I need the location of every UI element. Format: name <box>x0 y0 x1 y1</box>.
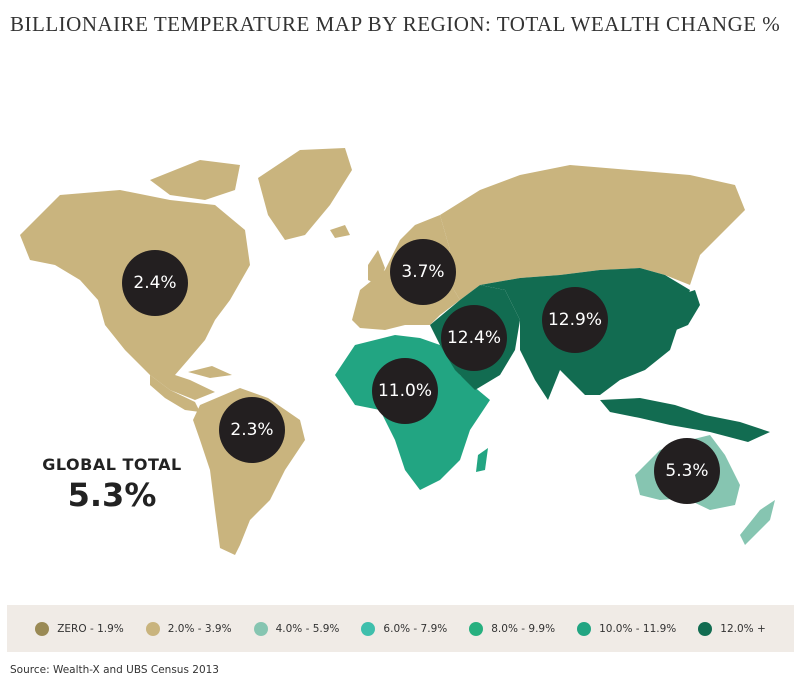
region-value-asia: 12.9% <box>548 310 602 330</box>
legend-label: 12.0% + <box>720 622 766 635</box>
japan-shape <box>672 290 700 330</box>
legend-item: ZERO - 1.9% <box>35 621 124 636</box>
region-value-pacific: 5.3% <box>665 461 708 481</box>
legend-swatch <box>361 621 376 636</box>
legend-swatch <box>469 621 484 636</box>
legend-item: 6.0% - 7.9% <box>361 621 448 636</box>
legend-swatch <box>577 621 592 636</box>
northern-asia-shape <box>440 165 745 300</box>
region-value-north-america: 2.4% <box>133 273 176 293</box>
legend-swatch <box>35 621 50 636</box>
legend-item: 8.0% - 9.9% <box>469 621 556 636</box>
region-bubble-pacific: 5.3% <box>654 438 720 504</box>
region-bubble-africa: 11.0% <box>372 358 438 424</box>
arctic-islands-shape <box>150 160 240 200</box>
map-title: BILLIONAIRE TEMPERATURE MAP BY REGION: T… <box>10 12 781 36</box>
region-value-europe: 3.7% <box>401 262 444 282</box>
legend-label: 4.0% - 5.9% <box>275 622 340 635</box>
legend-label: 2.0% - 3.9% <box>167 622 232 635</box>
legend-label: ZERO - 1.9% <box>57 622 124 635</box>
legend-item: 4.0% - 5.9% <box>253 621 340 636</box>
legend: ZERO - 1.9% 2.0% - 3.9% 4.0% - 5.9% 6.0%… <box>7 605 794 652</box>
region-value-latin-america: 2.3% <box>230 420 273 440</box>
region-bubble-middle-east: 12.4% <box>441 305 507 371</box>
madagascar-shape <box>476 448 488 472</box>
global-total: GLOBAL TOTAL 5.3% <box>38 455 186 514</box>
legend-label: 6.0% - 7.9% <box>383 622 448 635</box>
region-bubble-latin-america: 2.3% <box>219 397 285 463</box>
global-total-label: GLOBAL TOTAL <box>42 455 182 474</box>
legend-label: 10.0% - 11.9% <box>599 622 677 635</box>
world-map: 2.4% 2.3% 3.7% 11.0% 12.4% 12.9% 5.3% <box>20 148 775 555</box>
region-bubble-north-america: 2.4% <box>122 250 188 316</box>
southeast-asia-islands-shape <box>600 398 770 442</box>
legend-swatch <box>253 621 268 636</box>
source-note: Source: Wealth-X and UBS Census 2013 <box>10 664 219 676</box>
region-value-africa: 11.0% <box>378 381 432 401</box>
global-total-value: 5.3% <box>67 476 157 514</box>
region-bubble-asia: 12.9% <box>542 287 608 353</box>
region-value-middle-east: 12.4% <box>447 328 501 348</box>
legend-swatch <box>698 621 713 636</box>
central-america-shape <box>150 375 200 412</box>
iceland-shape <box>330 225 350 238</box>
uk-shape <box>368 250 385 285</box>
legend-item: 2.0% - 3.9% <box>145 621 232 636</box>
legend-swatch <box>145 621 160 636</box>
legend-item: 12.0% + <box>698 621 766 636</box>
region-bubble-europe: 3.7% <box>390 239 456 305</box>
greenland-shape <box>258 148 352 240</box>
caribbean-shape <box>188 366 232 378</box>
legend-label: 8.0% - 9.9% <box>491 622 556 635</box>
new-zealand-shape <box>740 500 775 545</box>
legend-item: 10.0% - 11.9% <box>577 621 677 636</box>
